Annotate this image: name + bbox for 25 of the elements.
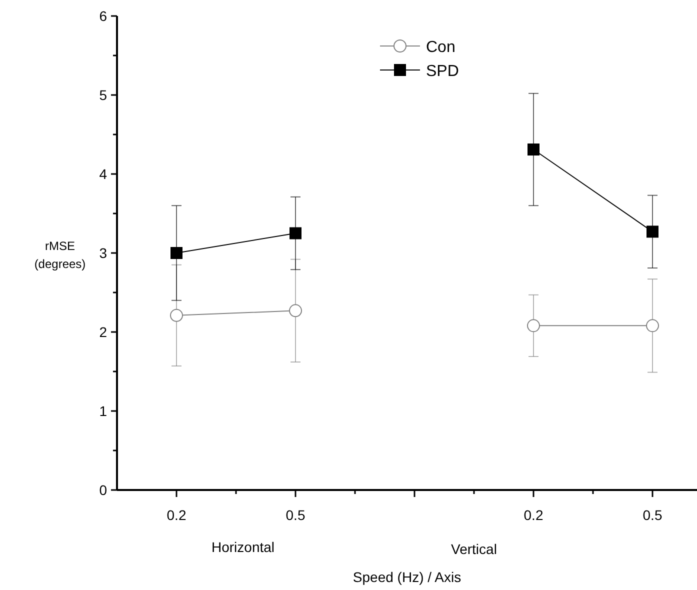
- x-tick-label: 0.2: [524, 507, 544, 523]
- x-tick-label: 0.5: [642, 507, 662, 523]
- text: Horizontal: [211, 539, 275, 555]
- point: [528, 144, 540, 156]
- x-tick-label: 0.5: [286, 507, 306, 523]
- y-tick-label: 3: [99, 245, 108, 261]
- x-axis-title: Speed (Hz) / Axis: [352, 569, 462, 585]
- text: Vertical: [451, 541, 497, 557]
- point: [646, 226, 658, 238]
- legend-label: Con: [426, 39, 456, 56]
- y-axis-title: rMSE (degrees): [34, 239, 86, 271]
- legend-label: SPD: [426, 63, 459, 80]
- y-tick-label: 0: [99, 482, 108, 498]
- point: [290, 227, 302, 240]
- y-tick-label: 6: [99, 8, 108, 24]
- y-tick-label: 1: [99, 403, 108, 419]
- point: [170, 308, 183, 322]
- x-tick-label: 0.2: [166, 507, 186, 523]
- point: [527, 319, 540, 332]
- y-tick-label: 4: [99, 166, 108, 182]
- point: [646, 319, 659, 332]
- point: [289, 304, 302, 318]
- y-tick-label: 2: [99, 324, 108, 340]
- point: [170, 247, 182, 259]
- y-tick-label: 5: [99, 87, 108, 103]
